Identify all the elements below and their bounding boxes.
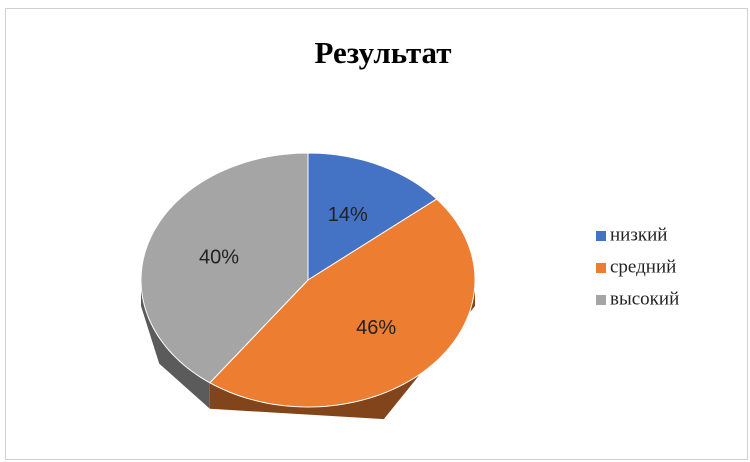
data-label: 14% [328,204,368,226]
legend-swatch [596,263,606,273]
data-label: 46% [356,317,396,339]
slice [209,198,476,408]
legend-label: средний [610,256,676,277]
legend-label: высокий [610,288,679,309]
slice [307,152,438,281]
slice-side [209,280,475,420]
legend-swatch [596,295,606,305]
slice-side [141,280,210,409]
chart-title: Результат [315,35,452,70]
legend-swatch [596,231,606,241]
data-label: 40% [199,246,239,268]
slice [140,152,309,384]
legend-label: низкий [610,224,667,245]
